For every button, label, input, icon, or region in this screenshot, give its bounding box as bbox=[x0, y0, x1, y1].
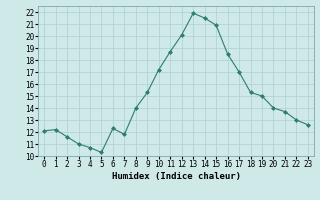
X-axis label: Humidex (Indice chaleur): Humidex (Indice chaleur) bbox=[111, 172, 241, 181]
